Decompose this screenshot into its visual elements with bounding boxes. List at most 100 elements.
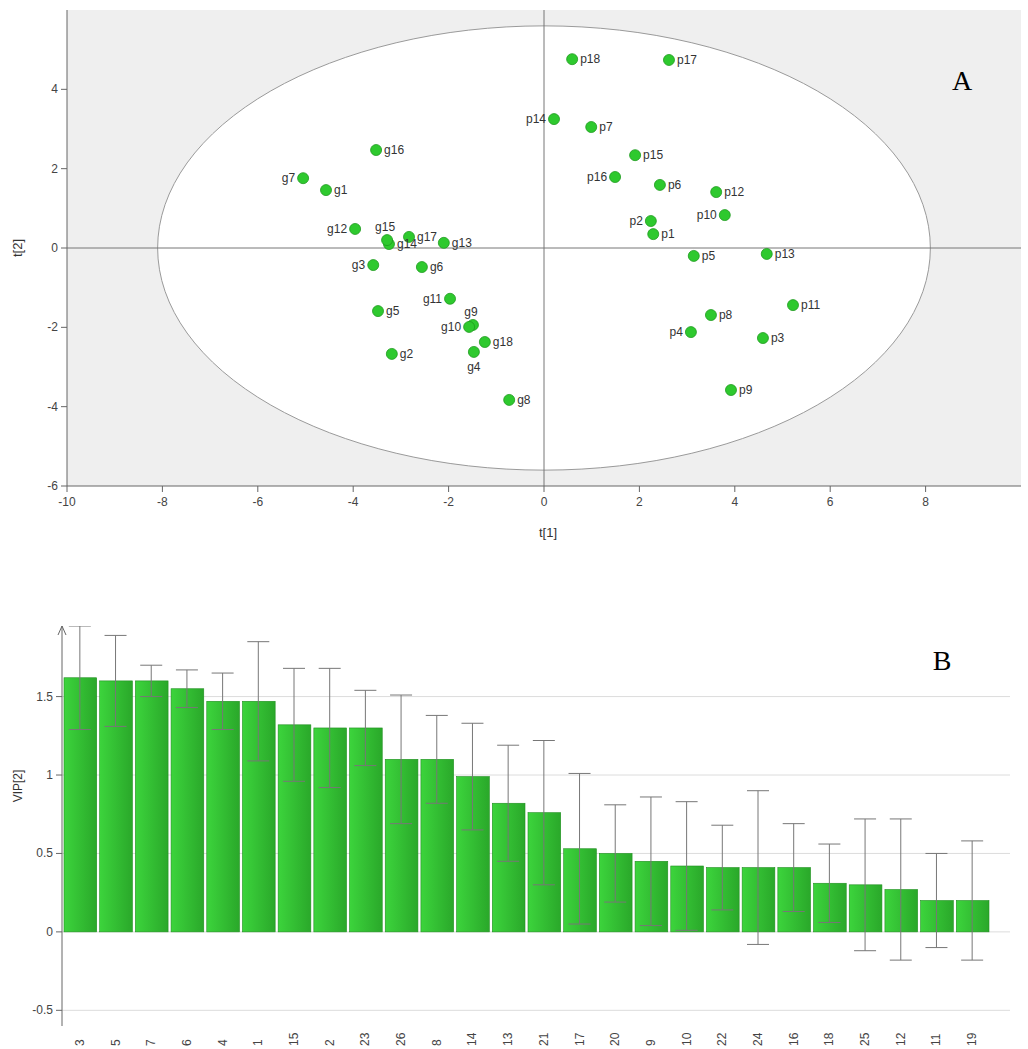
- y-tick: [56, 775, 62, 776]
- point: [725, 385, 736, 396]
- error-stem: [686, 802, 687, 931]
- error-bar: [69, 626, 91, 730]
- error-cap: [105, 635, 127, 636]
- error-stem: [829, 844, 830, 922]
- point: [445, 293, 456, 304]
- error-bar: [925, 853, 947, 947]
- error-cap: [676, 801, 698, 802]
- error-bar: [212, 673, 234, 729]
- x-tick-label: 13: [501, 1032, 515, 1046]
- point-label: p1: [661, 227, 675, 241]
- point: [757, 333, 768, 344]
- point: [504, 394, 515, 405]
- x-tick-label: 25: [858, 1032, 872, 1046]
- error-cap: [533, 740, 555, 741]
- error-bar: [783, 824, 805, 912]
- error-cap: [961, 960, 983, 961]
- point-label: g15: [375, 220, 395, 234]
- point: [586, 122, 597, 133]
- y-tick-label: -4: [47, 400, 58, 414]
- y-tick-label: 2: [51, 162, 58, 176]
- error-bar: [747, 791, 769, 945]
- error-bar: [176, 670, 198, 708]
- point: [549, 114, 560, 125]
- x-tick-label: 10: [680, 1032, 694, 1046]
- error-cap: [497, 861, 519, 862]
- error-cap: [783, 911, 805, 912]
- error-stem: [186, 670, 187, 708]
- point-label: g9: [464, 305, 478, 319]
- error-bar: [711, 825, 733, 910]
- point-label: p10: [697, 208, 717, 222]
- point-label: p13: [775, 247, 795, 261]
- x-tick-label: 5: [109, 1039, 123, 1046]
- error-cap: [390, 695, 412, 696]
- point-label: p3: [771, 331, 785, 345]
- error-stem: [579, 773, 580, 924]
- point: [468, 346, 479, 357]
- error-cap: [925, 947, 947, 948]
- error-stem: [79, 626, 80, 730]
- point-label: p2: [629, 214, 643, 228]
- error-bar: [604, 805, 626, 902]
- error-bar: [854, 819, 876, 951]
- error-cap: [783, 823, 805, 824]
- y-tick-label: -6: [47, 479, 58, 493]
- x-tick-label: 1: [251, 1039, 265, 1046]
- point: [787, 300, 798, 311]
- x-tick-label: 11: [929, 1033, 943, 1046]
- point: [298, 173, 309, 184]
- y-tick: [61, 168, 67, 169]
- y-tick: [61, 89, 67, 90]
- x-tick-label: 7: [144, 1039, 158, 1046]
- x-tick: [925, 486, 926, 492]
- point: [688, 250, 699, 261]
- point-label: p16: [587, 170, 607, 184]
- x-tick-label: 0: [541, 495, 548, 509]
- x-tick-label: 18: [822, 1032, 836, 1046]
- point-label: p15: [643, 148, 663, 162]
- error-cap: [354, 690, 376, 691]
- error-cap: [212, 729, 234, 730]
- y-tick-label: 0: [46, 925, 53, 939]
- error-cap: [854, 950, 876, 951]
- error-cap: [69, 729, 91, 730]
- x-tick-label: 3: [73, 1039, 87, 1046]
- error-cap: [747, 790, 769, 791]
- bar: [885, 890, 918, 932]
- error-cap: [390, 823, 412, 824]
- x-tick: [734, 486, 735, 492]
- point-label: p8: [719, 308, 733, 322]
- error-cap: [569, 924, 591, 925]
- error-bar: [569, 773, 591, 924]
- error-cap: [176, 669, 198, 670]
- y-tick: [61, 248, 67, 249]
- x-tick-label: -10: [58, 495, 76, 509]
- bar: [207, 701, 240, 932]
- point-label: g3: [352, 258, 366, 272]
- error-stem: [258, 642, 259, 761]
- error-stem: [650, 797, 651, 926]
- error-cap: [604, 804, 626, 805]
- axis-arrow: [58, 626, 66, 635]
- x-tick-label: 26: [394, 1032, 408, 1046]
- panel-label: B: [933, 645, 952, 676]
- y-axis-label: t[2]: [10, 239, 25, 257]
- point-label: p17: [677, 53, 697, 67]
- x-tick-label: -2: [443, 495, 454, 509]
- error-bar: [676, 802, 698, 931]
- x-tick-label: 12: [894, 1032, 908, 1046]
- point: [645, 216, 656, 227]
- error-stem: [865, 819, 866, 951]
- point: [654, 179, 665, 190]
- x-tick-label: 17: [573, 1032, 587, 1046]
- x-tick-label: 4: [731, 495, 738, 509]
- error-cap: [925, 853, 947, 854]
- error-stem: [722, 825, 723, 910]
- error-cap: [961, 840, 983, 841]
- x-tick-label: -8: [157, 495, 168, 509]
- point-label: g8: [517, 393, 531, 407]
- error-cap: [890, 960, 912, 961]
- point: [685, 327, 696, 338]
- point: [373, 306, 384, 317]
